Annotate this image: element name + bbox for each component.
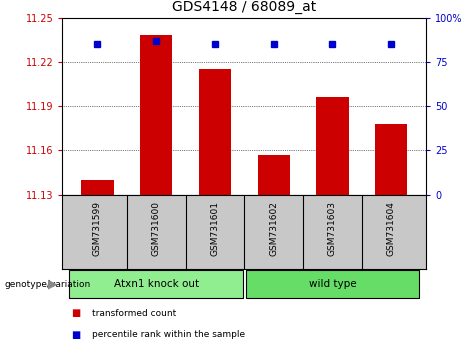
FancyBboxPatch shape: [246, 270, 420, 298]
FancyBboxPatch shape: [69, 270, 243, 298]
Text: wild type: wild type: [308, 279, 356, 289]
Text: Atxn1 knock out: Atxn1 knock out: [114, 279, 199, 289]
Bar: [199, 69, 231, 195]
Text: ■: ■: [71, 330, 81, 339]
Title: GDS4148 / 68089_at: GDS4148 / 68089_at: [172, 0, 316, 14]
Text: GSM731604: GSM731604: [387, 201, 396, 256]
Bar: [140, 35, 172, 195]
Bar: [375, 124, 408, 195]
Text: GSM731601: GSM731601: [211, 201, 219, 256]
Text: percentile rank within the sample: percentile rank within the sample: [92, 330, 245, 339]
Text: GSM731600: GSM731600: [152, 201, 161, 256]
Text: transformed count: transformed count: [92, 309, 177, 318]
Text: ▶: ▶: [48, 278, 58, 291]
Text: GSM731603: GSM731603: [328, 201, 337, 256]
Bar: [316, 97, 349, 195]
Text: genotype/variation: genotype/variation: [5, 280, 91, 289]
Text: GSM731599: GSM731599: [93, 201, 102, 256]
Text: GSM731602: GSM731602: [269, 201, 278, 256]
Bar: [81, 180, 113, 195]
Text: ■: ■: [71, 308, 81, 318]
Bar: [258, 155, 290, 195]
